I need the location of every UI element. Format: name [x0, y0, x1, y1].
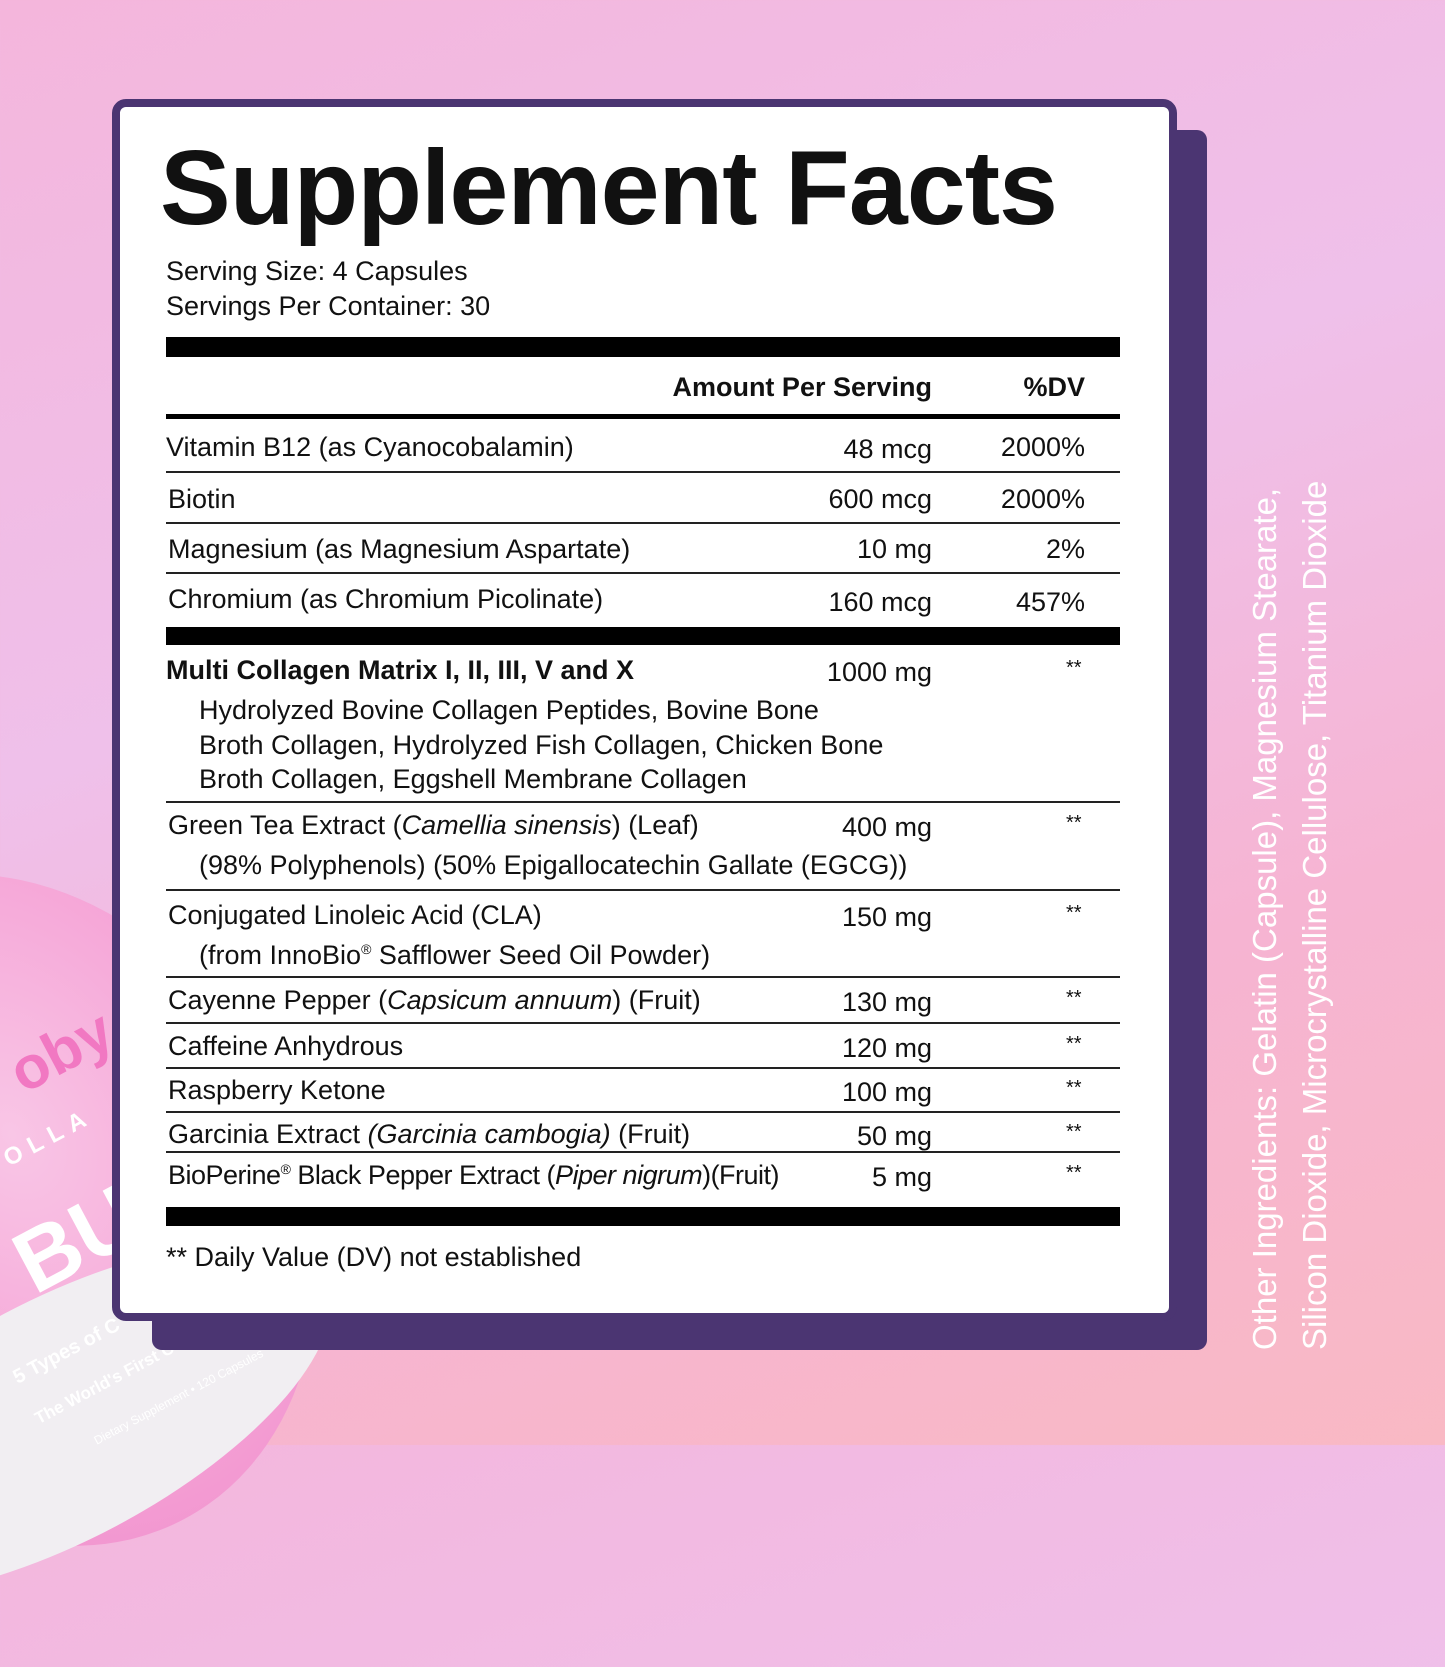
- latin-name: Capsicum annuum: [387, 985, 613, 1015]
- other-ingredients: Other Ingredients: Gelatin (Capsule), Ma…: [1240, 481, 1340, 1350]
- ingredient-dv: **: [1066, 657, 1082, 679]
- ingredient-detail: Hydrolyzed Bovine Collagen Peptides, Bov…: [199, 695, 819, 725]
- nutrient-amount: 10 mg: [856, 534, 932, 564]
- nutrient-amount: 160 mcg: [828, 587, 932, 617]
- divider: [166, 1207, 1120, 1226]
- ingredient-name: BioPerine® Black Pepper Extract (Piper n…: [168, 1160, 780, 1191]
- servings-per-container: Servings Per Container: 30: [166, 291, 491, 321]
- ingredient-name: Caffeine Anhydrous: [168, 1031, 404, 1061]
- divider: [166, 801, 1120, 803]
- ingredient-name: Raspberry Ketone: [168, 1075, 386, 1105]
- dv-header: %DV: [1023, 372, 1085, 402]
- nutrient-dv: 2%: [1045, 534, 1085, 564]
- ingredient-detail: Broth Collagen, Hydrolyzed Fish Collagen…: [199, 730, 884, 760]
- ingredient-detail: (from InnoBio® Safflower Seed Oil Powder…: [199, 940, 710, 971]
- serving-size: Serving Size: 4 Capsules: [166, 256, 468, 286]
- detail-text: Safflower Seed Oil Powder): [371, 940, 711, 970]
- ingredient-name: Conjugated Linoleic Acid (CLA): [168, 900, 542, 930]
- ingredient-amount: 130 mg: [841, 987, 932, 1017]
- divider: [166, 1067, 1120, 1069]
- name-text: Cayenne Pepper (: [168, 985, 388, 1015]
- ingredient-name: Cayenne Pepper (Capsicum annuum) (Fruit): [168, 985, 701, 1016]
- nutrient-amount: 600 mcg: [828, 484, 932, 514]
- latin-name: Camellia sinensis: [401, 810, 612, 840]
- name-text: Black Pepper Extract (: [290, 1160, 556, 1190]
- footnote: ** Daily Value (DV) not established: [166, 1242, 582, 1272]
- other-ingredients-line: Other Ingredients: Gelatin (Capsule), Ma…: [1246, 487, 1283, 1350]
- nutrient-amount: 48 mcg: [843, 434, 932, 464]
- ingredient-name: Multi Collagen Matrix I, II, III, V and …: [166, 655, 635, 685]
- nutrient-name: Chromium (as Chromium Picolinate): [168, 584, 604, 614]
- nutrient-dv: 457%: [1015, 587, 1085, 617]
- divider: [166, 889, 1120, 891]
- divider: [166, 471, 1120, 473]
- name-text: Green Tea Extract (: [168, 810, 402, 840]
- ingredient-amount: 400 mg: [841, 812, 932, 842]
- name-text: (Fruit): [610, 1119, 691, 1149]
- nutrient-dv: 2000%: [1000, 484, 1085, 514]
- divider: [166, 976, 1120, 978]
- ingredient-amount: 5 mg: [871, 1162, 932, 1192]
- latin-name: (Garcinia cambogia): [367, 1119, 611, 1149]
- ingredient-dv: **: [1066, 902, 1082, 924]
- detail-text: (from InnoBio: [199, 940, 362, 970]
- latin-name: Piper nigrum: [555, 1160, 703, 1190]
- ingredient-dv: **: [1066, 1162, 1082, 1184]
- divider: [166, 522, 1120, 524]
- divider: [166, 1022, 1120, 1024]
- name-text: ) (Fruit): [612, 985, 701, 1015]
- ingredient-amount: 1000 mg: [826, 657, 932, 687]
- registered-mark: ®: [280, 1161, 291, 1177]
- nutrient-name: Vitamin B12 (as Cyanocobalamin): [166, 432, 574, 462]
- other-ingredients-line: Silicon Dioxide, Microcrystalline Cellul…: [1296, 480, 1333, 1350]
- divider: [166, 337, 1120, 357]
- page-title: Supplement Facts: [160, 129, 1058, 247]
- ingredient-dv: **: [1066, 1077, 1082, 1099]
- ingredient-dv: **: [1066, 1121, 1082, 1143]
- divider: [166, 1111, 1120, 1113]
- supplement-facts-card: [112, 99, 1177, 1321]
- ingredient-name: Garcinia Extract (Garcinia cambogia) (Fr…: [168, 1119, 690, 1150]
- amount-header: Amount Per Serving: [672, 372, 932, 402]
- ingredient-amount: 120 mg: [841, 1033, 932, 1063]
- ingredient-dv: **: [1066, 812, 1082, 834]
- name-text: Garcinia Extract: [168, 1119, 368, 1149]
- divider: [166, 572, 1120, 574]
- name-text: )(Fruit): [702, 1160, 780, 1190]
- ingredient-detail: Broth Collagen, Eggshell Membrane Collag…: [199, 764, 747, 794]
- ingredient-amount: 100 mg: [841, 1077, 932, 1107]
- divider: [166, 1151, 1120, 1153]
- registered-mark: ®: [361, 941, 372, 957]
- divider: [166, 627, 1120, 645]
- ingredient-amount: 150 mg: [841, 902, 932, 932]
- ingredient-amount: 50 mg: [856, 1121, 932, 1151]
- ingredient-detail: (98% Polyphenols) (50% Epigallocatechin …: [199, 850, 908, 880]
- ingredient-name: Green Tea Extract (Camellia sinensis) (L…: [168, 810, 699, 841]
- ingredient-dv: **: [1066, 1033, 1082, 1055]
- nutrient-name: Magnesium (as Magnesium Aspartate): [168, 534, 631, 564]
- ingredient-dv: **: [1066, 987, 1082, 1009]
- nutrient-dv: 2000%: [1000, 432, 1085, 462]
- nutrient-name: Biotin: [168, 484, 236, 514]
- divider: [166, 414, 1120, 419]
- name-text: BioPerine: [168, 1160, 281, 1190]
- name-text: ) (Leaf): [611, 810, 699, 840]
